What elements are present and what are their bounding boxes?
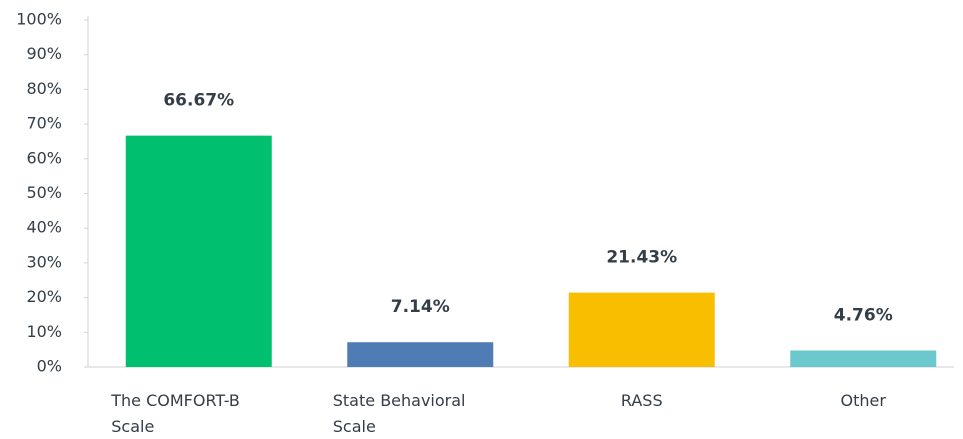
value-label: 7.14% <box>391 297 450 317</box>
value-label: 21.43% <box>606 248 677 268</box>
y-tick-label: 90% <box>26 44 62 63</box>
x-tick-label-box: RASS <box>542 388 742 414</box>
x-tick-label-box: The COMFORT-B Scale <box>99 388 299 439</box>
bar <box>125 135 272 367</box>
x-tick-label: Other <box>840 391 886 410</box>
bar <box>790 350 937 367</box>
x-tick-label: The COMFORT-B Scale <box>111 391 240 436</box>
y-tick-label: 50% <box>26 183 62 202</box>
y-tick-label: 10% <box>26 322 62 341</box>
value-label: 4.76% <box>834 305 893 325</box>
y-tick-label: 100% <box>16 10 62 29</box>
y-tick-label: 60% <box>26 148 62 167</box>
x-tick-label-box: Other <box>763 388 963 414</box>
y-tick-label: 80% <box>26 79 62 98</box>
y-tick-label: 30% <box>26 252 62 271</box>
x-tick-label: State Behavioral Scale <box>332 391 466 436</box>
bar <box>347 342 494 367</box>
y-tick-label: 70% <box>26 114 62 133</box>
y-tick-label: 20% <box>26 287 62 306</box>
y-tick-label: 40% <box>26 218 62 237</box>
value-label: 66.67% <box>163 91 234 111</box>
x-tick-label: RASS <box>620 391 663 410</box>
x-tick-label-box: State Behavioral Scale <box>320 388 520 439</box>
bar <box>568 292 715 367</box>
y-tick-label: 0% <box>37 357 62 376</box>
